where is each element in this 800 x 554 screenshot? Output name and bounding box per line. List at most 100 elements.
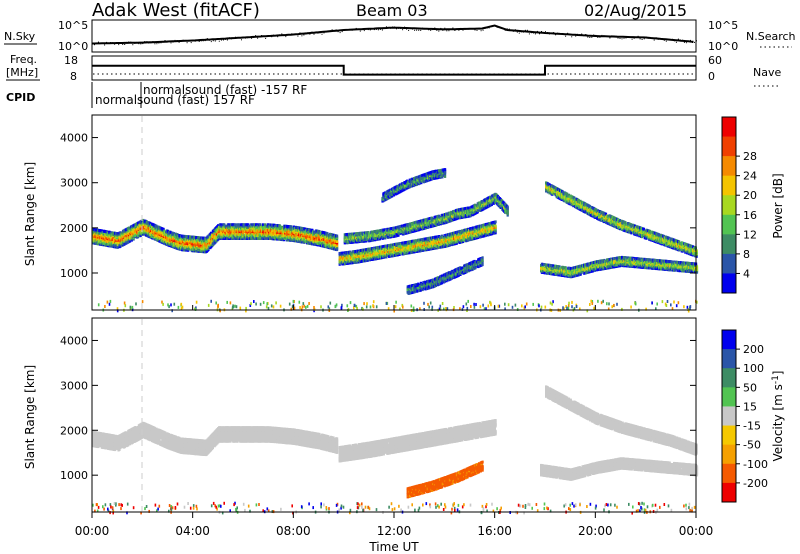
nsearch-dot	[402, 29, 404, 31]
nsearch-dot	[200, 40, 202, 42]
cpid-annotation-2: normalsound (fast) -157 RF	[143, 83, 307, 97]
nsearch-dot	[313, 33, 315, 35]
nsearch-dot	[605, 35, 607, 37]
nsearch-dot	[102, 42, 104, 44]
nsearch-dot	[488, 27, 490, 29]
nsearch-dot	[359, 30, 361, 32]
nsearch-dot	[629, 37, 631, 38]
nsearch-dot	[661, 38, 663, 40]
nsearch-dot	[311, 31, 313, 33]
nsearch-tick-bottom: 10^0	[708, 40, 738, 53]
scatter-pixel	[312, 235, 315, 239]
nsearch-dot	[291, 33, 293, 35]
nsearch-dot	[534, 33, 536, 35]
nsearch-dot	[230, 38, 232, 40]
nsearch-dot	[152, 41, 154, 42]
nsearch-dot	[216, 38, 218, 40]
nsearch-dot	[430, 29, 432, 31]
nsearch-dot	[315, 31, 317, 33]
nsky-line	[92, 24, 694, 45]
nsearch-dot	[130, 41, 132, 43]
nsearch-dot	[663, 39, 665, 41]
nsearch-dot	[381, 29, 383, 31]
nsearch-dot	[202, 40, 204, 42]
nsearch-dot	[502, 28, 504, 30]
nsearch-dot	[454, 30, 456, 31]
nsearch-dot	[323, 32, 325, 34]
nsearch-dot	[222, 39, 224, 41]
nsearch-dot	[557, 32, 559, 34]
nsearch-dot	[357, 28, 359, 30]
nsearch-tick-top: 10^5	[708, 19, 738, 32]
nsearch-dot	[275, 34, 277, 36]
scatter-pixel	[217, 224, 220, 228]
nsearch-dot	[287, 34, 289, 36]
scatter-pixel	[448, 243, 451, 247]
nsearch-dot	[609, 37, 611, 39]
nsearch-dot	[237, 37, 238, 39]
nsearch-dot	[132, 44, 134, 46]
nsearch-dot	[490, 25, 492, 27]
nsearch-dot	[377, 29, 379, 31]
nsearch-dot	[249, 36, 250, 38]
nsearch-dot	[536, 30, 538, 32]
nsky-tick-bottom: 10^0	[58, 40, 88, 53]
nsearch-dot	[685, 42, 687, 44]
nsearch-dot	[174, 39, 176, 41]
nsearch-dot	[514, 29, 516, 31]
nsearch-dot	[100, 42, 102, 44]
nsearch-dot	[478, 27, 480, 29]
nsearch-dot	[426, 28, 428, 29]
scatter-pixel	[336, 234, 339, 238]
nsearch-dot	[277, 36, 279, 38]
nsearch-dot	[98, 41, 99, 43]
scatter-pixel	[145, 220, 148, 224]
scatter-pixel	[484, 233, 488, 237]
nsearch-dot	[607, 35, 609, 37]
nsearch-dot	[647, 37, 649, 39]
nsearch-dot	[392, 26, 393, 28]
nsearch-dot	[319, 32, 321, 34]
nsearch-dot	[212, 40, 214, 42]
nsearch-dot	[508, 28, 510, 30]
nsearch-dot	[496, 26, 498, 28]
nsearch-dot	[118, 44, 120, 46]
nsearch-dot	[92, 42, 93, 44]
freq-frame	[91, 55, 697, 81]
nsearch-dot	[569, 33, 571, 35]
nsearch-dot	[591, 36, 593, 38]
nsearch-dot	[196, 39, 198, 41]
nsearch-dot	[631, 38, 633, 40]
scatter-pixel	[469, 231, 472, 235]
nsearch-dot	[448, 30, 450, 32]
nsearch-dot	[639, 38, 641, 40]
nsearch-dot	[522, 31, 524, 33]
nsearch-dot	[673, 40, 675, 42]
nsearch-dot	[329, 30, 331, 32]
scatter-pixel	[135, 233, 138, 237]
nsearch-dot	[158, 42, 160, 44]
nsearch-dot	[418, 29, 420, 31]
nsearch-dot	[373, 29, 375, 31]
nsearch-dot	[432, 29, 434, 31]
nsearch-dot	[565, 35, 567, 37]
nave-tick-bottom: 0	[708, 70, 715, 83]
nsearch-dot	[571, 36, 573, 38]
nsearch-dot	[551, 32, 552, 34]
date-title: 02/Aug/2015	[584, 1, 687, 20]
nsearch-dot	[138, 43, 140, 45]
nsearch-dot	[383, 27, 385, 29]
nsearch-dot	[520, 31, 522, 33]
nsearch-dot	[553, 32, 555, 34]
nsearch-dot	[603, 35, 605, 37]
nsearch-dot	[168, 40, 170, 42]
nsearch-dot	[637, 35, 639, 37]
nsearch-dot	[333, 30, 335, 32]
nsearch-dot	[404, 26, 406, 28]
nsearch-dot	[690, 39, 691, 41]
nsearch-dot	[657, 38, 659, 40]
nsearch-dot	[375, 28, 377, 30]
nsearch-dot	[140, 43, 142, 45]
nsearch-dot	[645, 36, 647, 38]
